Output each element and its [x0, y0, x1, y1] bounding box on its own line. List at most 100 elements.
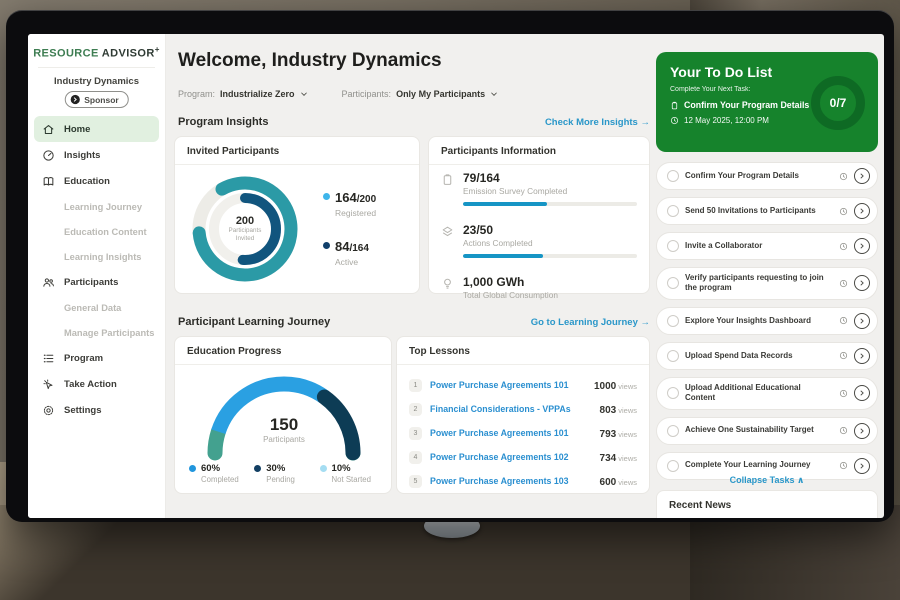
task-checkbox[interactable]	[667, 387, 679, 400]
sponsor-label: Sponsor	[84, 94, 119, 105]
participants-select[interactable]: Participants: Only My Participants	[342, 89, 499, 99]
task-item[interactable]: Invite a Collaborator	[656, 232, 878, 260]
task-chevron-button[interactable]	[854, 238, 870, 254]
lesson-link[interactable]: Power Purchase Agreements 102	[430, 452, 569, 462]
clock-icon	[839, 279, 848, 287]
brand-plus: +	[154, 45, 160, 54]
legend-dot	[254, 465, 262, 472]
todo-subtitle: Complete Your Next Task:	[670, 86, 751, 93]
clock-icon	[839, 462, 848, 470]
go-to-learning-journey-link[interactable]: Go to Learning Journey →	[530, 316, 650, 328]
task-chevron-button[interactable]	[854, 275, 870, 292]
sidebar-item-settings[interactable]: Settings	[34, 397, 159, 423]
legend-pending: 30% Pending	[254, 463, 319, 484]
sidebar-item-take-action[interactable]: Take Action	[34, 371, 159, 397]
task-checkbox[interactable]	[667, 170, 679, 182]
sidebar-item-learning-journey[interactable]: Learning Journey	[34, 194, 159, 219]
metric-actions-completed: 23/50 Actions Completed	[441, 223, 637, 258]
legend-dot	[323, 242, 330, 249]
gauge-center-label: 150 Participants	[263, 415, 305, 444]
task-chevron-button[interactable]	[854, 168, 870, 184]
check-more-insights-link[interactable]: Check More Insights →	[544, 116, 651, 128]
clock-icon	[839, 207, 848, 215]
sidebar-item-label: Take Action	[64, 378, 117, 390]
lesson-row: 4 Power Purchase Agreements 102 734 views	[409, 447, 637, 467]
arrow-right-icon: →	[640, 116, 651, 128]
lesson-rank: 5	[409, 474, 422, 488]
clock-icon	[839, 242, 848, 250]
lesson-link[interactable]: Power Purchase Agreements 101	[430, 380, 569, 390]
task-checkbox[interactable]	[667, 424, 679, 437]
task-chevron-button[interactable]	[854, 457, 870, 474]
todo-next-task: Confirm Your Program Details	[670, 100, 866, 110]
task-item[interactable]: Upload Spend Data Records	[656, 341, 878, 370]
sidebar-item-insights[interactable]: Insights	[34, 142, 159, 168]
clock-icon	[839, 389, 848, 397]
lesson-rank: 4	[409, 450, 422, 464]
task-item[interactable]: Explore Your Insights Dashboard	[656, 306, 878, 335]
task-item[interactable]: Achieve One Sustainability Target	[656, 416, 878, 445]
program-label: Program:	[178, 89, 216, 99]
chevron-right-icon	[860, 353, 864, 359]
sidebar-item-manage-participants[interactable]: Manage Participants	[34, 320, 159, 345]
lesson-rank: 3	[409, 426, 422, 440]
bulb-icon	[441, 275, 455, 300]
cursor-click-icon	[43, 378, 53, 389]
task-chevron-button[interactable]	[854, 385, 870, 402]
chevron-right-icon	[860, 428, 864, 433]
task-checkbox[interactable]	[667, 349, 679, 362]
program-select[interactable]: Program: Industrialize Zero	[178, 89, 308, 99]
task-checkbox[interactable]	[667, 314, 679, 327]
sidebar-item-education[interactable]: Education	[34, 168, 159, 194]
sidebar-item-label: Learning Journey	[64, 201, 143, 212]
task-chevron-button[interactable]	[854, 203, 870, 219]
section-title: Program Insights	[178, 116, 269, 128]
chevron-down-icon	[491, 92, 497, 96]
task-item[interactable]: Upload Additional Educational Content	[656, 376, 878, 410]
gauge-legend: 60% Completed 30% Pending 10% Not Starte…	[189, 463, 385, 484]
task-item[interactable]: Confirm Your Program Details	[656, 162, 878, 190]
task-chevron-button[interactable]	[854, 422, 870, 439]
layers-icon	[441, 223, 455, 258]
chevron-down-icon	[300, 92, 307, 96]
todo-hero-card: Your To Do List Complete Your Next Task:…	[656, 52, 878, 152]
sidebar-item-home[interactable]: Home	[34, 116, 159, 142]
sidebar-item-education-content[interactable]: Education Content	[34, 219, 159, 244]
top-lessons-card: Top Lessons 1 Power Purchase Agreements …	[396, 336, 650, 494]
chevron-up-icon: ∧	[797, 475, 805, 485]
todo-next-time: 12 May 2025, 12:00 PM	[670, 116, 866, 125]
clock-icon	[839, 352, 848, 360]
task-chevron-button[interactable]	[854, 312, 870, 329]
book-icon	[43, 176, 54, 185]
task-checkbox[interactable]	[667, 240, 679, 252]
card-title: Top Lessons	[397, 337, 649, 365]
divider	[38, 67, 155, 68]
participants-value: Only My Participants	[396, 89, 486, 99]
brand-logo: RESOURCE ADVISOR+	[28, 45, 165, 60]
task-item[interactable]: Send 50 Invitations to Participants	[656, 197, 878, 225]
task-item[interactable]: Complete Your Learning Journey	[656, 451, 878, 480]
sidebar-item-program[interactable]: Program	[34, 345, 159, 371]
sidebar-item-participants[interactable]: Participants	[34, 269, 159, 295]
task-chevron-button[interactable]	[854, 347, 870, 364]
todo-task-list: Confirm Your Program Details Send 50 Inv…	[656, 162, 878, 480]
task-item[interactable]: Verify participants requesting to join t…	[656, 267, 878, 300]
task-checkbox[interactable]	[667, 459, 679, 472]
sponsor-badge[interactable]: Sponsor	[64, 91, 129, 108]
recent-news-title: Recent News	[669, 500, 732, 511]
participants-information-card: Participants Information 79/164 Emission…	[428, 136, 650, 300]
chevron-right-icon	[860, 208, 864, 214]
lesson-link[interactable]: Power Purchase Agreements 103	[430, 476, 569, 486]
sidebar-item-general-data[interactable]: General Data	[34, 295, 159, 320]
donut-legend: 164/200 Registered 84/164 Active	[323, 189, 376, 267]
clock-icon	[839, 317, 848, 325]
lesson-link[interactable]: Financial Considerations - VPPAs	[430, 404, 571, 414]
sidebar-item-learning-insights[interactable]: Learning Insights	[34, 244, 159, 269]
sidebar-nav: Home Insights Education Learning Journey…	[28, 116, 165, 423]
collapse-tasks-link[interactable]: Collapse Tasks ∧	[729, 475, 805, 485]
task-checkbox[interactable]	[667, 277, 679, 290]
lesson-link[interactable]: Power Purchase Agreements 101	[430, 428, 569, 438]
chevron-right-icon	[860, 280, 864, 286]
task-checkbox[interactable]	[667, 205, 679, 217]
